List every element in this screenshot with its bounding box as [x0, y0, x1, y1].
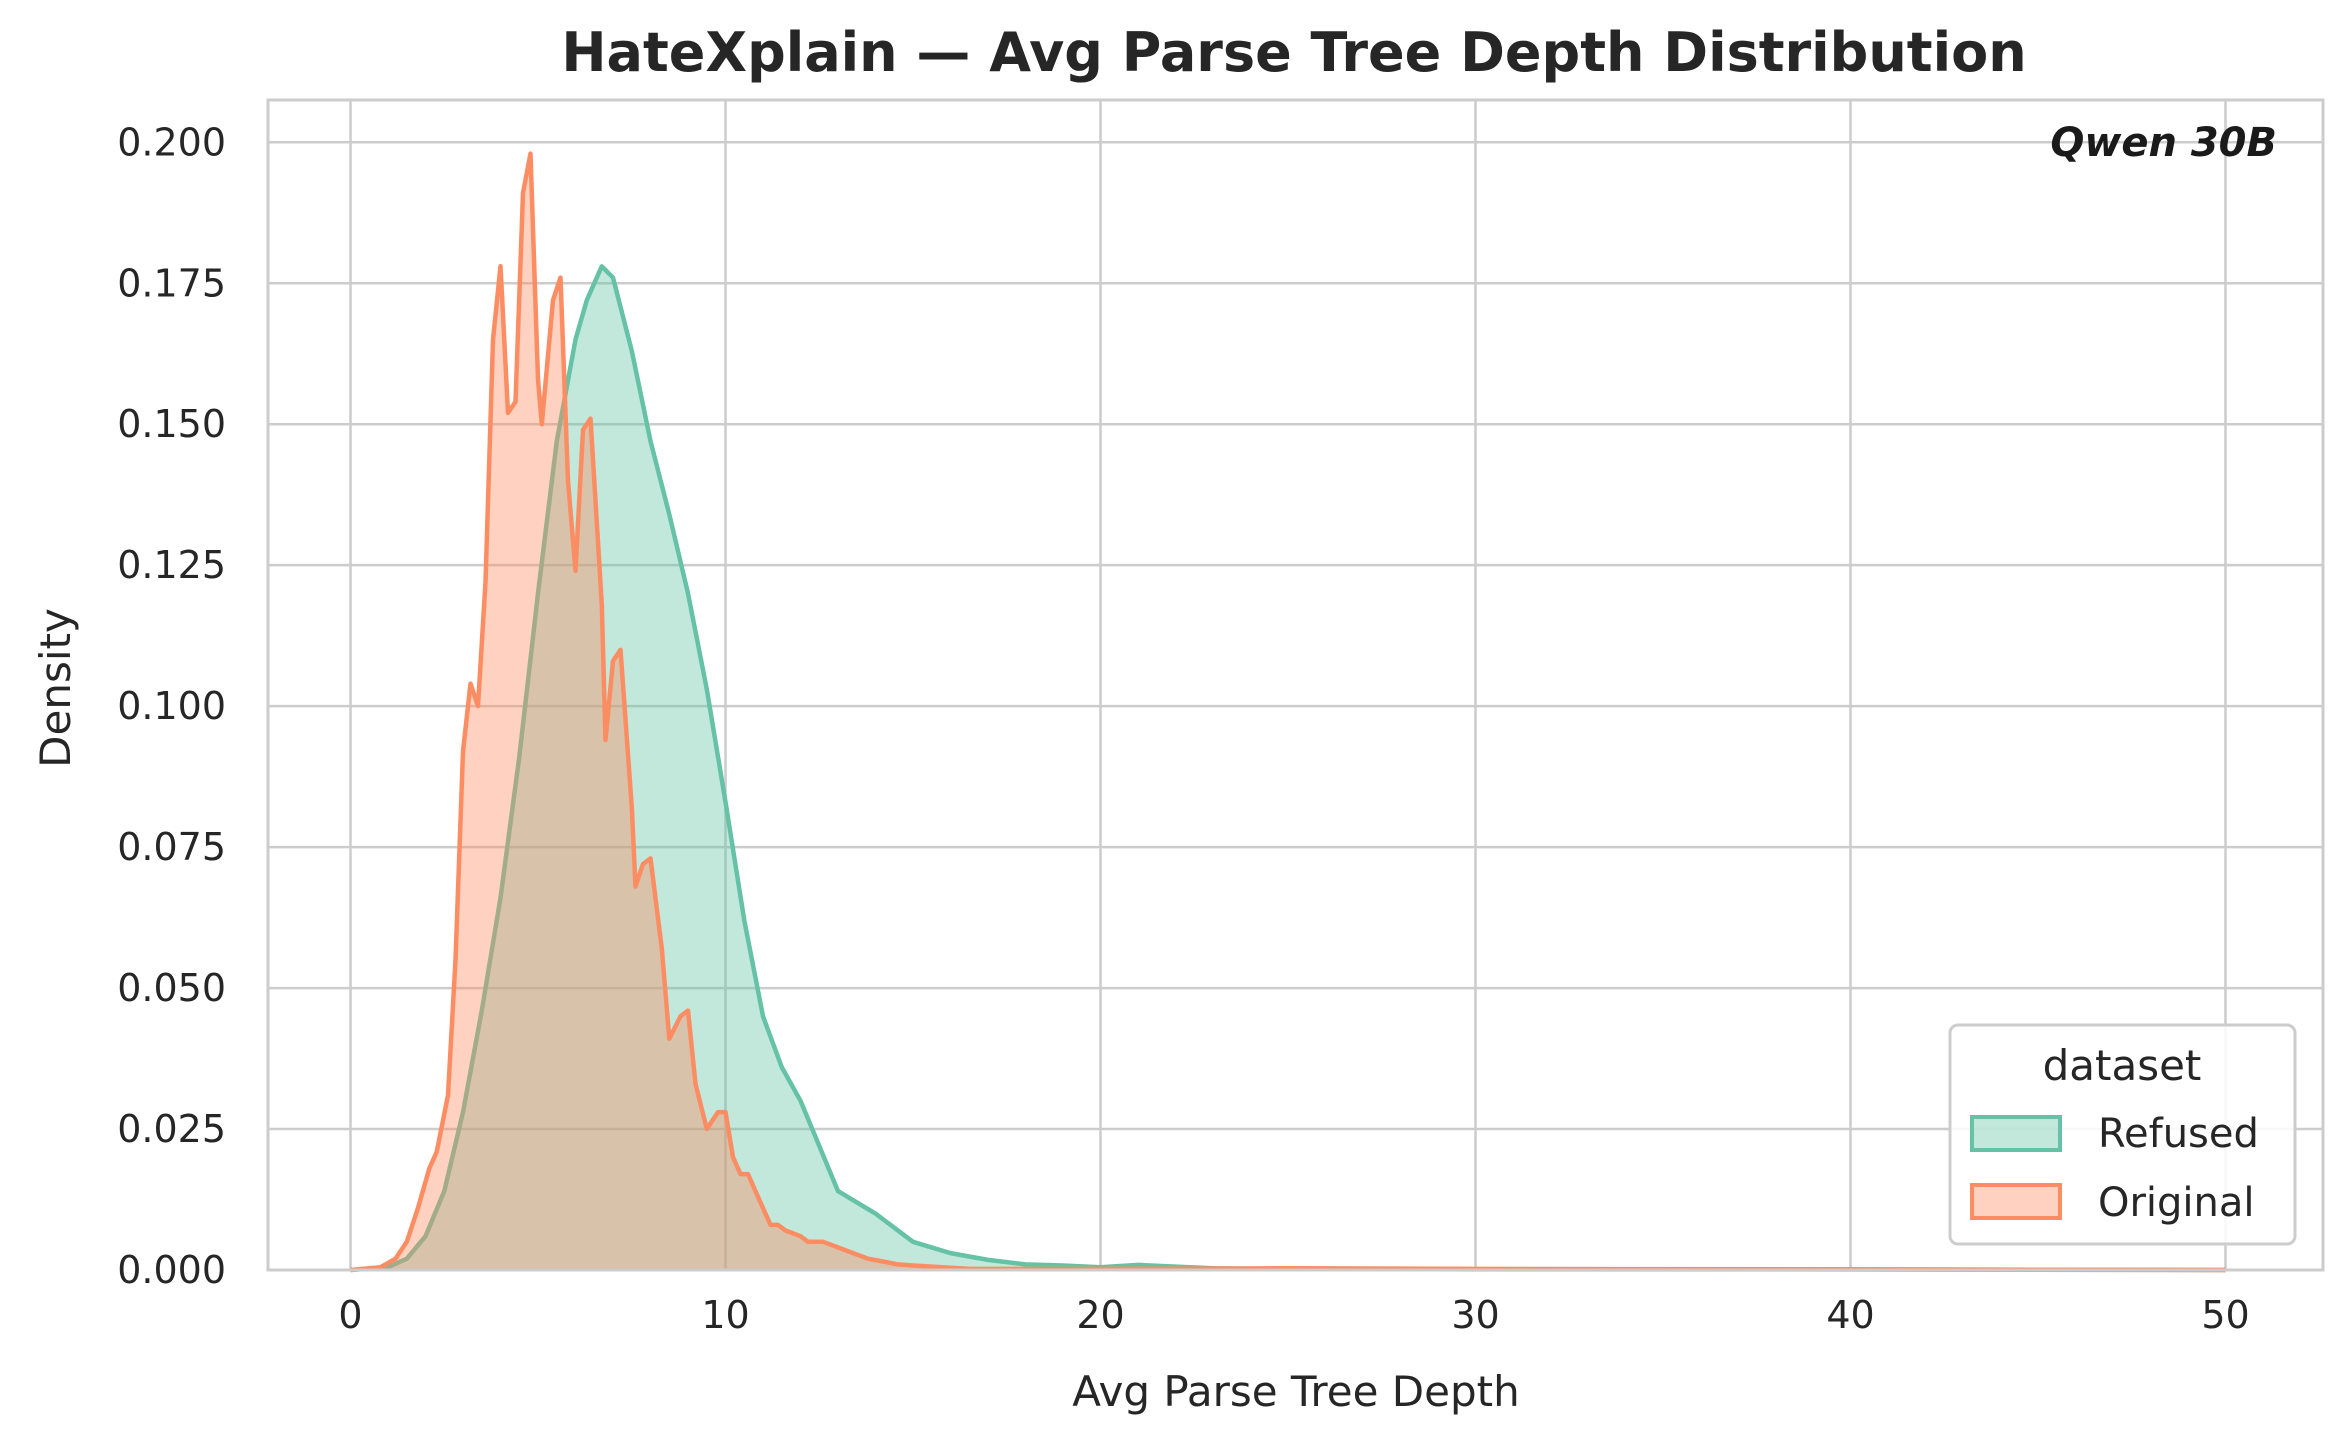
grid-lines [268, 100, 2323, 1272]
density-fill-refused [350, 266, 2226, 1270]
legend-box [1948, 1023, 2297, 1246]
x-tick-label: 20 [1076, 1293, 1124, 1337]
y-tick-label: 0.100 [117, 684, 226, 728]
y-tick-label: 0.200 [117, 120, 226, 164]
legend-label-original: Original [2098, 1180, 2255, 1226]
x-tick-label: 40 [1826, 1293, 1874, 1337]
legend-swatch-original [1970, 1183, 2062, 1220]
model-annotation: Qwen 30B [2050, 120, 2277, 166]
density-areas [350, 151, 2226, 1273]
density-fill-original [350, 153, 2226, 1271]
x-tick-label: 0 [338, 1293, 362, 1337]
plot-frame [266, 98, 2325, 1272]
x-axis-label: Avg Parse Tree Depth [1072, 1367, 1519, 1416]
x-axis-ticks: 0 10 20 30 40 50 [338, 1293, 2249, 1337]
y-tick-label: 0.075 [117, 825, 226, 869]
y-tick-label: 0.175 [117, 261, 226, 305]
legend-label-refused: Refused [2098, 1111, 2259, 1157]
y-tick-label: 0.000 [117, 1248, 226, 1292]
legend-swatch-refused [1970, 1115, 2062, 1152]
y-tick-label: 0.050 [117, 966, 226, 1010]
x-tick-label: 10 [701, 1293, 749, 1337]
y-tick-label: 0.025 [117, 1107, 226, 1151]
density-line-refused [350, 264, 2226, 1273]
y-tick-label: 0.150 [117, 402, 226, 446]
y-axis-ticks: 0.000 0.025 0.050 0.075 0.100 0.125 0.150 0.175… [117, 120, 226, 1292]
chart-title: HateXplain — Avg Parse Tree Depth Distri… [561, 21, 2026, 84]
y-axis-label: Density [31, 608, 80, 768]
y-tick-label: 0.125 [117, 543, 226, 587]
density-line-original [350, 151, 2226, 1273]
legend: dataset Refused Original [1948, 1023, 2297, 1246]
legend-title: dataset [2043, 1041, 2202, 1090]
x-tick-label: 30 [1451, 1293, 1499, 1337]
x-tick-label: 50 [2201, 1293, 2249, 1337]
